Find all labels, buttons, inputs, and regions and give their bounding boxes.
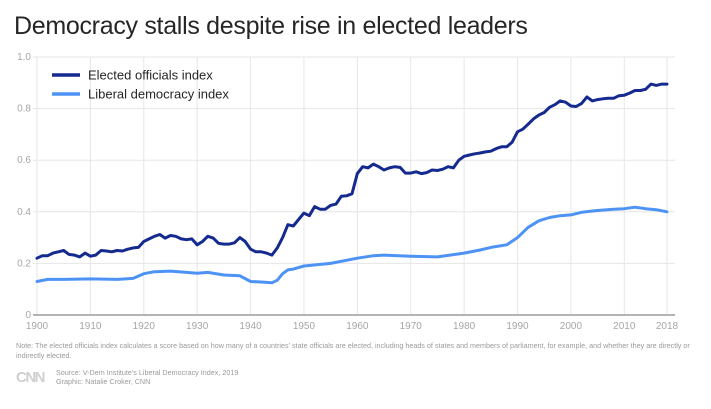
cnn-logo: CNN: [16, 368, 46, 386]
legend-label: Elected officials index: [88, 68, 213, 83]
y-axis: 0 0.2 0.4 0.6 0.8 1.0: [17, 52, 31, 321]
chart-note: Note: The elected officials index calcul…: [16, 341, 690, 360]
x-tick-label: 2000: [560, 321, 583, 332]
legend: Elected officials index Liberal democracy…: [52, 68, 229, 102]
x-tick-label: 1970: [400, 321, 423, 332]
series-line-liberal-democracy-index: [35, 205, 669, 285]
x-tick-label: 2018: [656, 321, 679, 332]
grid: [33, 56, 675, 315]
series-line-elected-officials-index: [35, 82, 669, 260]
y-tick-label: 1.0: [17, 52, 31, 63]
graphic-credit: Graphic: Natalie Croker, CNN: [56, 377, 151, 386]
y-tick-label: 0.2: [17, 258, 31, 269]
y-tick-label: 0.8: [17, 104, 31, 115]
legend-label: Liberal democracy index: [88, 87, 229, 102]
x-tick-label: 1910: [79, 321, 102, 332]
x-axis: 1900 1910 1920 1930 1940 1950 1960 1970 1980 1990…: [26, 314, 679, 332]
x-tick-label: 1900: [26, 321, 49, 332]
y-tick-label: 0.6: [17, 155, 31, 166]
x-tick-label: 1960: [346, 321, 369, 332]
series-lines: [35, 82, 669, 285]
footer: CNN Source: V-Dem Institute's Liberal De…: [16, 368, 238, 386]
x-tick-label: 1990: [506, 321, 529, 332]
x-tick-label: 2010: [613, 321, 636, 332]
x-tick-label: 1920: [133, 321, 156, 332]
y-tick-label: 0: [25, 310, 31, 321]
x-tick-label: 1950: [293, 321, 316, 332]
x-tick-label: 1930: [186, 321, 209, 332]
x-tick-label: 1980: [453, 321, 476, 332]
x-tick-label: 1940: [239, 321, 262, 332]
source-text: Source: V-Dem Institute's Liberal Democr…: [56, 368, 239, 377]
y-tick-label: 0.4: [17, 207, 31, 218]
line-chart: 0 0.2 0.4 0.6 0.8 1.0 1900 1910 1920 1930 1940 195…: [17, 52, 679, 332]
chart-title: Democracy stalls despite rise in elected…: [14, 12, 528, 40]
credits: Source: V-Dem Institute's Liberal Democr…: [56, 368, 238, 386]
